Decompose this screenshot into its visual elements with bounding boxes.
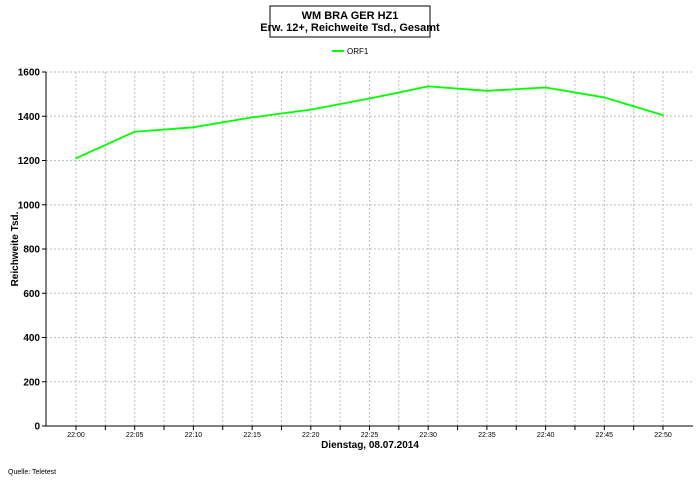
chart-subtitle: Erw. 12+, Reichweite Tsd., Gesamt [260, 22, 440, 34]
series [75, 85, 664, 160]
chart-title: WM BRA GER HZ1 [302, 10, 399, 22]
data-point [309, 108, 312, 111]
y-tick-labels: 0 200 400 600 800 1000 1200 1400 1600 [18, 68, 46, 433]
data-point [133, 130, 136, 133]
data-point [427, 85, 430, 88]
x-tick-label: 22:20 [302, 432, 320, 439]
data-point [544, 86, 547, 89]
grid [46, 71, 693, 426]
x-tick-labels: 22:00 22:05 22:10 22:15 22:20 22:25 22:30 22:35… [67, 426, 672, 439]
source-note: Quelle: Teletest [8, 469, 56, 476]
x-tick-label: 22:25 [361, 432, 379, 439]
x-axis-label: Dienstag, 08.07.2014 [321, 440, 419, 451]
y-tick-label: 600 [23, 289, 40, 300]
y-tick-label: 1400 [18, 112, 41, 123]
y-tick-label: 1600 [18, 68, 41, 79]
x-tick-label: 22:50 [654, 432, 672, 439]
x-tick-label: 22:30 [419, 432, 437, 439]
data-point [662, 114, 664, 117]
data-point [486, 89, 488, 92]
title-frame [269, 5, 431, 38]
data-point [75, 157, 77, 160]
x-tick-label: 22:15 [243, 432, 261, 439]
x-tick-label: 22:10 [185, 432, 203, 439]
legend-label-orf1: ORF1 [347, 47, 369, 56]
y-tick-label: 1200 [18, 156, 41, 167]
x-tick-label: 22:45 [596, 432, 614, 439]
chart-title-box: WM BRA GER HZ1 Erw. 12+, Reichweite Tsd.… [260, 5, 440, 38]
y-tick-label: 1000 [18, 200, 41, 211]
x-tick-label: 22:00 [67, 432, 85, 439]
x-tick-label: 22:05 [126, 432, 144, 439]
y-tick-label: 400 [23, 333, 40, 344]
y-tick-label: 800 [23, 245, 40, 256]
x-tick-label: 22:40 [537, 432, 555, 439]
y-tick-label: 0 [34, 422, 40, 433]
x-tick-label: 22:35 [478, 432, 496, 439]
data-point [192, 126, 195, 129]
legend: ORF1 [332, 47, 369, 56]
data-point [251, 116, 254, 119]
y-tick-label: 200 [23, 377, 40, 388]
y-axis-label: Reichweite Tsd. [10, 211, 21, 286]
data-point [368, 97, 371, 100]
data-point [603, 96, 606, 99]
